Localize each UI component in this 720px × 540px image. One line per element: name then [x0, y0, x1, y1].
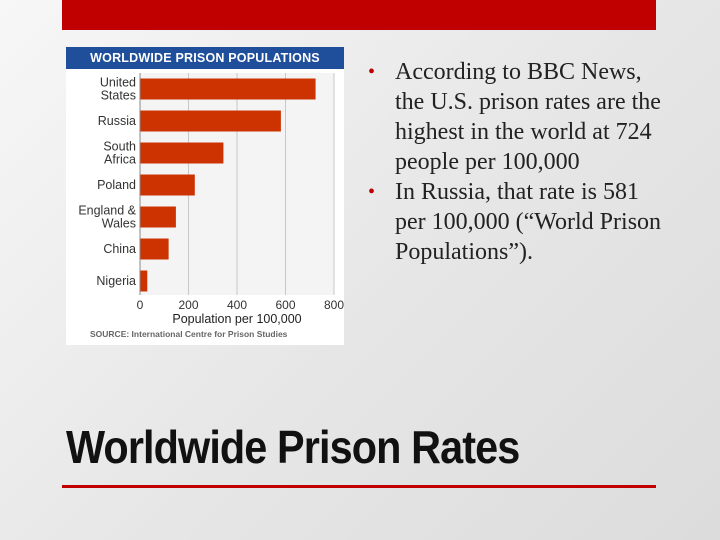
top-accent-bar: [62, 0, 656, 30]
category-label: South Africa: [103, 140, 136, 167]
prison-population-chart: WORLDWIDE PRISON POPULATIONS 0 200 400 600 8…: [66, 47, 344, 345]
bar: [140, 174, 195, 196]
chart-source: SOURCE: International Centre for Prison …: [90, 329, 288, 339]
bullet-text: In Russia, that rate is 581 per 100,000 …: [395, 179, 662, 265]
x-tick-label: 600: [275, 298, 295, 312]
x-tick-label: 800: [324, 298, 344, 312]
bar: [140, 270, 148, 292]
category-label: Nigeria: [96, 274, 136, 288]
bullet-item: • According to BBC News, the U.S. prison …: [368, 57, 668, 177]
category-label: England & Wales: [78, 204, 136, 231]
bar: [140, 206, 176, 228]
category-label: China: [103, 242, 136, 256]
x-tick-label: 200: [178, 298, 198, 312]
bullet-icon: •: [368, 61, 376, 83]
bullet-list: • According to BBC News, the U.S. prison …: [368, 57, 668, 267]
x-axis-label: Population per 100,000: [172, 312, 301, 326]
bar: [140, 110, 281, 132]
x-tick-label: 400: [227, 298, 247, 312]
bullet-item: • In Russia, that rate is 581 per 100,000…: [368, 177, 668, 267]
title-underline: [62, 485, 656, 488]
bar: [140, 78, 316, 100]
category-label: United States: [100, 76, 136, 103]
chart-title: WORLDWIDE PRISON POPULATIONS: [66, 47, 344, 69]
category-label: Poland: [97, 178, 136, 192]
bar: [140, 238, 169, 260]
bar: [140, 142, 224, 164]
category-label: Russia: [98, 114, 136, 128]
slide-title: Worldwide Prison Rates: [66, 421, 520, 473]
bullet-icon: •: [368, 181, 376, 203]
chart-plot: 0 200 400 600 800 United States Russia South Afri…: [78, 73, 344, 339]
bullet-text: According to BBC News, the U.S. prison r…: [395, 59, 661, 175]
x-tick-label: 0: [137, 298, 144, 312]
